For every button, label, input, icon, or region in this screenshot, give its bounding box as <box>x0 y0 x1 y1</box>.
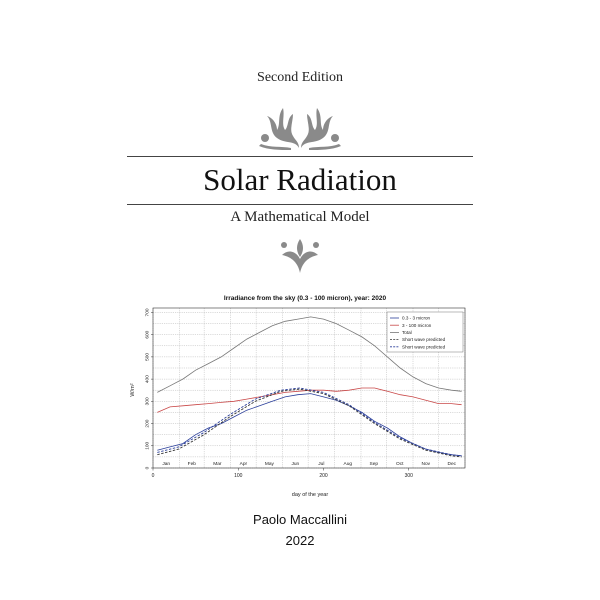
fleur-ornament-icon <box>281 239 319 273</box>
y-tick-label: 200 <box>145 419 151 427</box>
month-label: Jan <box>162 461 170 467</box>
month-label: Apr <box>240 461 248 467</box>
month-label: Dec <box>448 461 457 467</box>
y-tick-label: 300 <box>145 397 151 405</box>
chart-legend: 0.3 - 3 micron 3 - 100 micron Total Short w… <box>386 311 464 353</box>
publication-year: 2022 <box>285 533 315 548</box>
top-rule <box>127 156 473 157</box>
legend-entry: Total <box>402 330 412 335</box>
y-tick-label: 600 <box>145 330 151 338</box>
month-label: Jul <box>318 461 324 467</box>
month-label: Feb <box>188 461 197 467</box>
month-label: Mar <box>213 461 222 467</box>
edition-label: Second Edition <box>257 70 343 85</box>
plot-frame <box>152 307 466 469</box>
bottom-rule <box>127 204 473 205</box>
month-label: Nov <box>422 461 431 467</box>
x-axis-label: day of the year <box>292 492 329 498</box>
month-label: Aug <box>344 461 353 467</box>
chart-series <box>157 316 462 458</box>
y-tick-label: 0 <box>145 466 151 469</box>
series-line <box>157 393 462 457</box>
series-line <box>157 387 462 457</box>
legend-entry: Short wave predicted <box>402 337 446 342</box>
irradiance-chart: Irradiance from the sky (0.3 - 100 micro… <box>130 295 466 498</box>
y-tick-label: 100 <box>145 441 151 449</box>
month-label: May <box>265 461 275 467</box>
chart-axes: 0 100 200 300 400 500 600 700 Jan Feb Mar Apr May Jun… <box>145 307 466 479</box>
author-name: Paolo Maccallini <box>253 512 347 527</box>
legend-box <box>386 311 464 353</box>
y-tick-label: 700 <box>145 308 151 316</box>
book-subtitle: A Mathematical Model <box>230 209 370 225</box>
series-line <box>157 388 462 458</box>
x-tick-label: 200 <box>319 473 328 479</box>
legend-entry: 3 - 100 micron <box>402 323 432 328</box>
book-title: Solar Radiation <box>203 162 397 197</box>
month-label: Sep <box>370 461 379 467</box>
y-tick-label: 500 <box>145 353 151 361</box>
chart-title: Irradiance from the sky (0.3 - 100 micro… <box>224 295 387 302</box>
x-tick-label: 100 <box>234 473 243 479</box>
month-label: Jun <box>291 461 299 467</box>
legend-entry: Short wave predicted <box>402 344 446 349</box>
y-tick-label: 400 <box>145 375 151 383</box>
series-line <box>157 316 462 393</box>
month-label: Oct <box>396 461 404 467</box>
fleur-scroll-ornament-icon <box>259 108 341 150</box>
x-tick-label: 0 <box>152 473 155 479</box>
x-tick-label: 300 <box>405 473 414 479</box>
legend-entry: 0.3 - 3 micron <box>402 316 431 321</box>
series-line <box>157 387 462 413</box>
y-axis-label: W/m² <box>130 383 136 396</box>
